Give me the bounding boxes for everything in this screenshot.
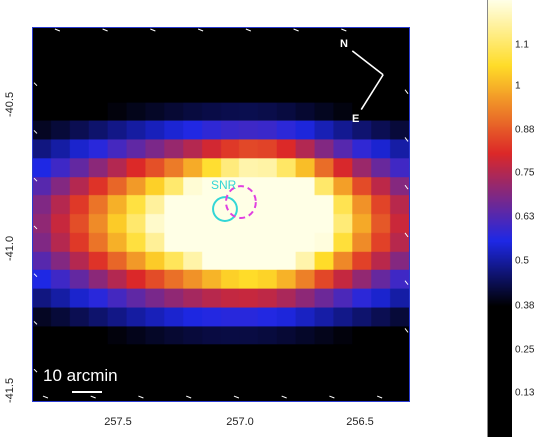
compass-east-label: E xyxy=(352,113,360,125)
colorbar-label: 0.38 xyxy=(515,300,535,312)
colorbar-label: 0.25 xyxy=(515,344,535,356)
colorbar-label: 0.88 xyxy=(515,124,535,136)
colorbar xyxy=(487,0,512,437)
colorbar-label: 1 xyxy=(515,80,521,92)
colorbar-label: 0.5 xyxy=(515,255,529,267)
colorbar-label: 0.63 xyxy=(515,211,535,223)
x-tick-label: 257.5 xyxy=(104,416,132,428)
frame-ticks xyxy=(33,28,409,399)
compass-north-label: N xyxy=(340,38,348,50)
intensity-image xyxy=(33,28,409,401)
colorbar-label: 0.75 xyxy=(515,167,535,179)
map-overlay xyxy=(33,28,409,399)
y-tick-label: -41.5 xyxy=(4,377,16,403)
sky-map[interactable] xyxy=(32,27,410,402)
y-tick-label: -41.0 xyxy=(4,235,16,261)
dashed-region-circle xyxy=(224,185,257,219)
scale-bar xyxy=(72,391,102,393)
x-tick-label: 256.5 xyxy=(346,416,374,428)
colorbar-label: 0.13 xyxy=(515,387,535,399)
colorbar-label: 1.1 xyxy=(515,39,529,51)
scale-bar-label: 10 arcmin xyxy=(43,366,118,385)
source-label: SNR xyxy=(211,178,237,192)
y-tick-label: -40.5 xyxy=(4,91,16,117)
source-circle xyxy=(212,196,238,222)
x-tick-label: 257.0 xyxy=(226,416,254,428)
compass-arrows xyxy=(351,50,384,110)
